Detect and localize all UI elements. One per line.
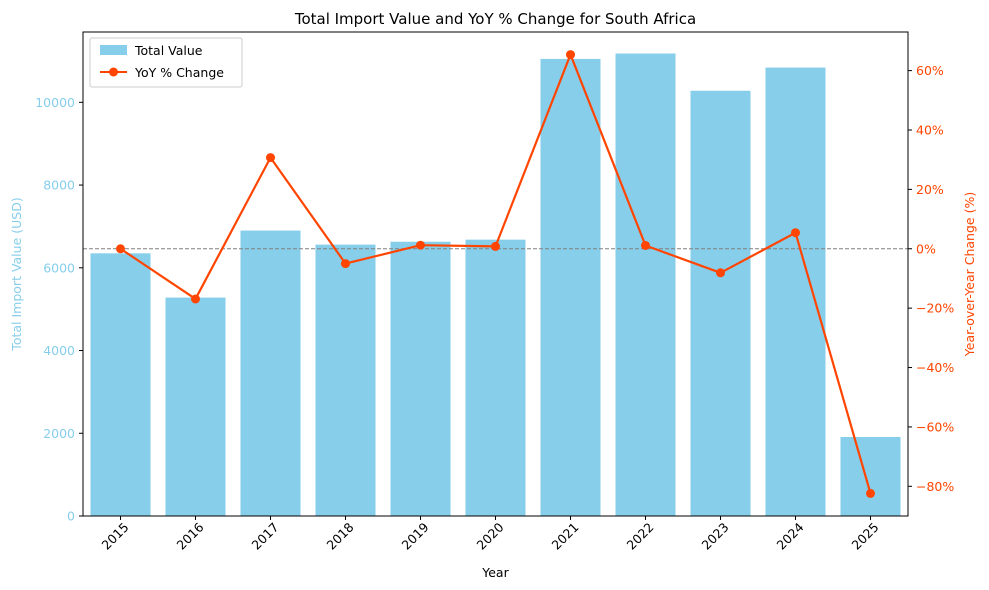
- right-tick-label: 0%: [916, 241, 936, 256]
- yoy-point-2019: [416, 240, 425, 250]
- bar-2024: [765, 67, 826, 517]
- yoy-point-2023: [716, 268, 725, 278]
- left-y-axis-label: Total Import Value (USD): [9, 197, 24, 351]
- right-tick-label: 20%: [916, 182, 944, 197]
- right-tick-label: −20%: [916, 301, 954, 316]
- legend-yoy-change: YoY % Change: [134, 65, 224, 80]
- yoy-point-2016: [191, 294, 200, 304]
- right-tick-label: 40%: [916, 122, 944, 137]
- left-tick-label: 4000: [43, 343, 75, 358]
- bar-2016: [165, 297, 226, 516]
- bars-layer: [90, 53, 901, 517]
- chart-title: Total Import Value and YoY % Change for …: [294, 10, 696, 28]
- legend-box: [89, 37, 243, 88]
- yoy-point-2021: [566, 50, 575, 60]
- bar-2022: [615, 53, 676, 517]
- yoy-point-2020: [491, 241, 500, 251]
- yoy-point-2017: [266, 153, 275, 163]
- yoy-point-2025: [866, 488, 875, 498]
- x-axis-label: Year: [481, 565, 509, 580]
- right-y-axis-label: Year-over-Year Change (%): [962, 192, 977, 357]
- right-tick-label: 60%: [916, 63, 944, 78]
- left-tick-label: 6000: [43, 260, 75, 275]
- legend: Total Value YoY % Change: [89, 37, 243, 88]
- left-tick-label: 8000: [43, 178, 75, 193]
- bar-2015: [90, 253, 151, 517]
- yoy-line-layer: [116, 50, 875, 498]
- bar-2025: [840, 436, 901, 516]
- left-tick-label: 2000: [43, 426, 75, 441]
- legend-bar-swatch: [100, 45, 127, 55]
- bar-2021: [540, 58, 601, 517]
- yoy-point-2018: [341, 259, 350, 269]
- right-tick-label: −80%: [916, 479, 954, 494]
- legend-line-marker: [109, 67, 118, 77]
- right-tick-label: −40%: [916, 360, 954, 375]
- yoy-point-2024: [791, 228, 800, 238]
- bar-2018: [315, 244, 376, 516]
- left-y-axis: 0 2000 4000 6000 8000 10000: [35, 95, 83, 524]
- bar-2017: [240, 230, 301, 517]
- yoy-point-2022: [641, 240, 650, 250]
- left-tick-label: 10000: [35, 95, 75, 110]
- left-tick-label: 0: [67, 509, 75, 524]
- bar-2019: [390, 241, 451, 516]
- yoy-point-2015: [116, 244, 125, 254]
- bar-2023: [690, 90, 751, 516]
- right-tick-label: −60%: [916, 419, 954, 434]
- right-y-axis: −80% −60% −40% −20% 0% 20% 40% 60%: [908, 63, 954, 494]
- bar-2020: [465, 239, 526, 516]
- legend-total-value: Total Value: [134, 43, 203, 58]
